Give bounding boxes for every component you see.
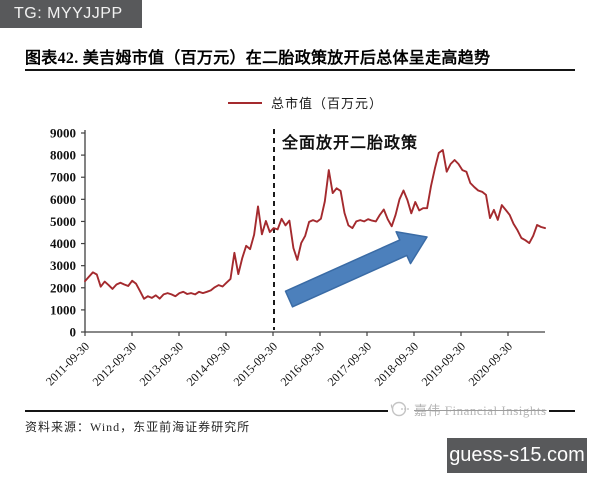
site-badge-text: guess-s15.com (449, 444, 585, 466)
y-tick-label: 0 (70, 325, 77, 340)
footer-divider (25, 410, 575, 412)
figure-title: 图表42. 美吉姆市值（百万元）在二胎政策放开后总体呈走高趋势 (25, 50, 491, 67)
y-tick-label: 1000 (50, 302, 76, 317)
y-tick-label: 3000 (50, 258, 76, 273)
x-tick-label: 2013-09-30 (137, 339, 186, 388)
y-tick-label: 7000 (50, 170, 76, 185)
y-tick-label: 8000 (50, 148, 76, 163)
watermark-logo-icon (390, 401, 409, 417)
y-tick-label: 4000 (50, 236, 76, 251)
y-tick-label: 6000 (50, 192, 76, 207)
uptrend-arrow (284, 230, 428, 308)
chart-legend: 总市值（百万元） (228, 93, 383, 112)
x-tick-label: 2014-09-30 (184, 339, 233, 388)
x-tick-label: 2017-09-30 (325, 339, 374, 388)
telegram-badge: TG: MYYJJPP (0, 0, 142, 28)
y-tick-label: 9000 (50, 126, 76, 141)
policy-annotation: 全面放开二胎政策 (282, 135, 419, 152)
series-total-market-cap (84, 149, 546, 300)
x-tick-label: 2018-09-30 (372, 339, 421, 388)
x-tick-label: 2019-09-30 (419, 339, 468, 388)
x-tick-label: 2015-09-30 (231, 339, 280, 388)
x-tick-label: 2016-09-30 (278, 339, 327, 388)
x-tick-label: 2012-09-30 (90, 339, 139, 388)
telegram-badge-text: TG: MYYJJPP (14, 5, 123, 22)
watermark-text: 嘉伟 Financial Insights (414, 402, 547, 418)
site-badge: guess-s15.com (447, 438, 587, 473)
x-tick-label: 2011-09-30 (43, 339, 92, 388)
y-tick-label: 5000 (50, 214, 76, 229)
x-tick-label: 2020-09-30 (466, 339, 515, 388)
title-underline (25, 69, 575, 71)
data-source-note: 资料来源：Wind，东亚前海证券研究所 (25, 420, 251, 434)
legend-line-swatch (228, 101, 262, 104)
watermark: 嘉伟 Financial Insights (388, 399, 549, 419)
y-tick-label: 2000 (50, 280, 76, 295)
legend-label: 总市值（百万元） (271, 96, 384, 111)
